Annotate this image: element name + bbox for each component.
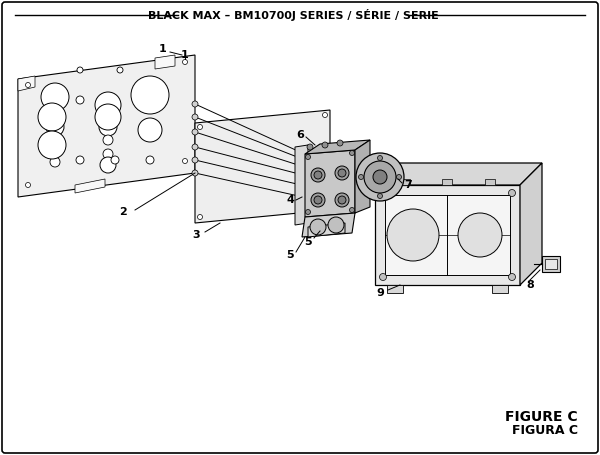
Circle shape [323, 204, 328, 209]
Polygon shape [492, 285, 508, 293]
Circle shape [182, 158, 187, 163]
Polygon shape [542, 256, 560, 272]
Circle shape [50, 135, 60, 145]
Circle shape [509, 273, 515, 280]
Circle shape [305, 155, 311, 160]
Polygon shape [295, 145, 308, 225]
Polygon shape [387, 285, 403, 293]
Polygon shape [520, 163, 542, 285]
Circle shape [509, 189, 515, 197]
Circle shape [76, 96, 84, 104]
Text: 1: 1 [159, 44, 167, 54]
Circle shape [46, 118, 64, 136]
Text: 4: 4 [286, 195, 294, 205]
Circle shape [146, 156, 154, 164]
Circle shape [192, 157, 198, 163]
Circle shape [337, 140, 343, 146]
Circle shape [50, 143, 60, 153]
Polygon shape [195, 110, 330, 223]
Circle shape [397, 175, 401, 180]
Circle shape [99, 118, 117, 136]
Circle shape [335, 166, 349, 180]
Circle shape [387, 209, 439, 261]
Text: FIGURA C: FIGURA C [512, 425, 578, 438]
Circle shape [138, 118, 162, 142]
Circle shape [41, 83, 69, 111]
Polygon shape [442, 179, 452, 185]
Text: 1: 1 [181, 50, 189, 60]
Circle shape [338, 169, 346, 177]
Circle shape [103, 135, 113, 145]
Polygon shape [305, 150, 355, 217]
Circle shape [310, 219, 326, 235]
Circle shape [338, 196, 346, 204]
Circle shape [377, 156, 383, 161]
Circle shape [197, 214, 203, 219]
Polygon shape [385, 195, 510, 275]
Circle shape [373, 170, 387, 184]
Circle shape [458, 213, 502, 257]
Circle shape [76, 156, 84, 164]
Polygon shape [18, 76, 35, 91]
Circle shape [192, 114, 198, 120]
Circle shape [182, 60, 187, 65]
Polygon shape [485, 179, 495, 185]
Text: 5: 5 [286, 250, 294, 260]
Text: 9: 9 [376, 288, 384, 298]
Circle shape [25, 182, 31, 187]
Circle shape [311, 193, 325, 207]
Circle shape [38, 131, 66, 159]
Circle shape [77, 67, 83, 73]
Circle shape [377, 193, 383, 198]
Text: 8: 8 [526, 280, 534, 290]
Circle shape [25, 82, 31, 87]
Circle shape [117, 67, 123, 73]
Polygon shape [355, 140, 370, 213]
Circle shape [192, 129, 198, 135]
Circle shape [349, 207, 355, 212]
Circle shape [314, 196, 322, 204]
Polygon shape [308, 223, 345, 237]
Text: 2: 2 [119, 207, 127, 217]
Circle shape [322, 142, 328, 148]
Circle shape [50, 108, 60, 118]
Circle shape [349, 151, 355, 156]
Circle shape [335, 193, 349, 207]
Text: BLACK MAX – BM10700J SERIES / SÉRIE / SERIE: BLACK MAX – BM10700J SERIES / SÉRIE / SE… [148, 9, 439, 21]
Circle shape [364, 161, 396, 193]
Polygon shape [375, 185, 520, 285]
Polygon shape [305, 140, 370, 154]
Circle shape [100, 157, 116, 173]
Circle shape [192, 101, 198, 107]
Circle shape [192, 170, 198, 176]
Polygon shape [18, 55, 195, 197]
Text: 7: 7 [404, 180, 412, 190]
Text: 3: 3 [192, 230, 200, 240]
Text: FIGURE C: FIGURE C [505, 410, 578, 424]
Circle shape [307, 144, 313, 150]
Polygon shape [545, 259, 557, 269]
Circle shape [192, 144, 198, 150]
Circle shape [359, 175, 364, 180]
Circle shape [380, 273, 386, 280]
Circle shape [197, 125, 203, 130]
Circle shape [50, 157, 60, 167]
Polygon shape [302, 213, 355, 237]
Polygon shape [400, 179, 410, 185]
Polygon shape [155, 55, 175, 69]
Circle shape [311, 168, 325, 182]
Circle shape [305, 209, 311, 214]
Circle shape [328, 217, 344, 233]
Text: 6: 6 [296, 130, 304, 140]
Circle shape [111, 156, 119, 164]
Circle shape [380, 189, 386, 197]
Circle shape [131, 76, 169, 114]
Circle shape [356, 153, 404, 201]
Circle shape [103, 149, 113, 159]
Circle shape [314, 171, 322, 179]
Text: 5: 5 [304, 237, 312, 247]
Circle shape [38, 103, 66, 131]
Circle shape [323, 112, 328, 117]
Circle shape [95, 92, 121, 118]
